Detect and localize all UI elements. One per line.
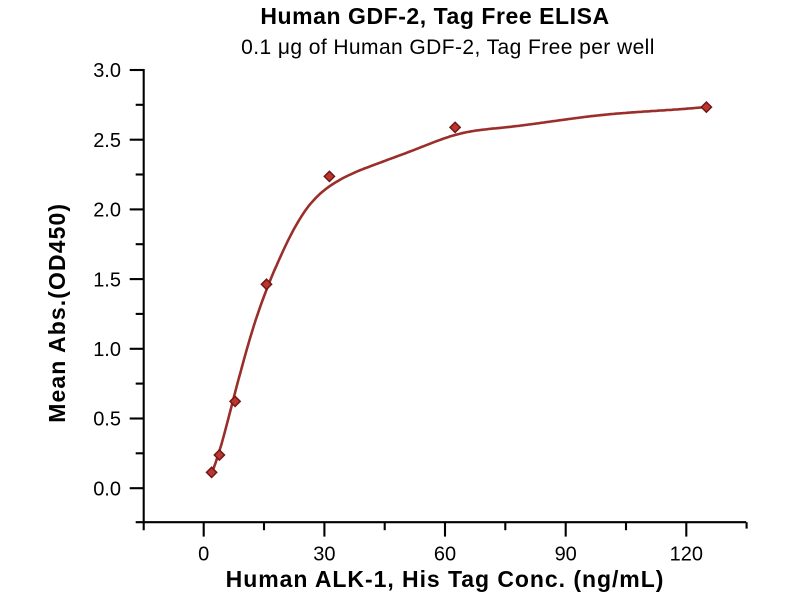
svg-text:Human ALK-1, His Tag Conc. (ng: Human ALK-1, His Tag Conc. (ng/mL) [226, 566, 665, 592]
svg-text:60: 60 [434, 544, 456, 566]
svg-text:1.0: 1.0 [93, 339, 121, 361]
svg-text:0.1 μg of Human GDF-2, Tag Fre: 0.1 μg of Human GDF-2, Tag Free per well [241, 36, 655, 59]
svg-text:2.0: 2.0 [93, 200, 121, 222]
svg-text:30: 30 [313, 544, 335, 566]
svg-text:Human GDF-2, Tag Free ELISA: Human GDF-2, Tag Free ELISA [260, 3, 609, 29]
svg-text:0.5: 0.5 [93, 409, 121, 431]
svg-text:120: 120 [670, 544, 703, 566]
svg-text:Mean Abs.(OD450): Mean Abs.(OD450) [44, 203, 70, 423]
svg-text:3.0: 3.0 [93, 60, 121, 82]
svg-text:0: 0 [198, 544, 209, 566]
svg-text:2.5: 2.5 [93, 130, 121, 152]
svg-text:90: 90 [555, 544, 577, 566]
svg-text:0.0: 0.0 [93, 478, 121, 500]
svg-text:1.5: 1.5 [93, 269, 121, 291]
